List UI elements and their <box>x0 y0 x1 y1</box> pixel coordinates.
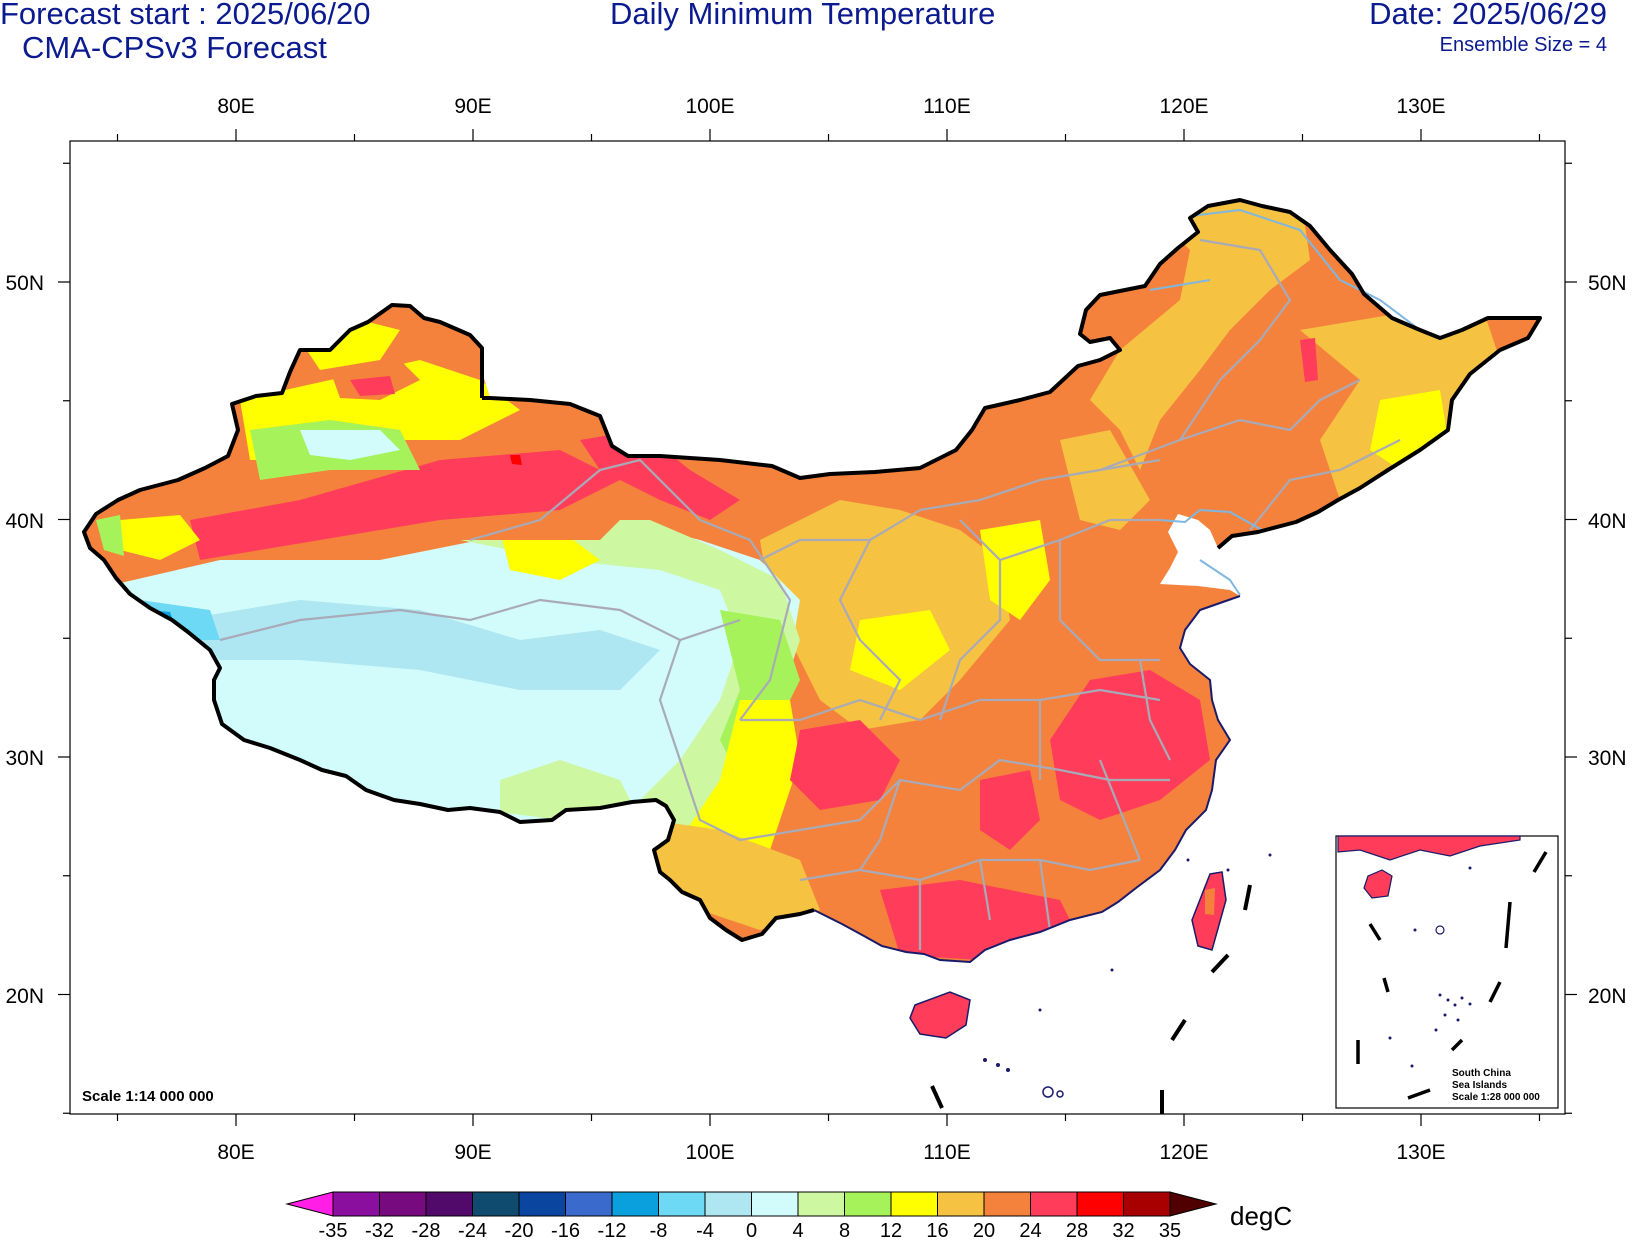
colorbar-swatch <box>379 1191 427 1217</box>
national-border-west <box>82 303 815 942</box>
axis-tick-labels: 80E 80E 90E 90E 100E 100E 110E 110E 120E 120E 130E… <box>5 95 1626 1164</box>
model-name-label: CMA-CPSv3 Forecast <box>22 30 327 65</box>
colorbar-swatch <box>565 1191 613 1217</box>
axis-ticks <box>58 129 1577 1126</box>
map-title: Daily Minimum Temperature <box>610 0 996 31</box>
colorbar-label: 24 <box>1019 1220 1041 1241</box>
lat-label-left: 20N <box>5 985 44 1008</box>
inset-label-line2: Sea Islands <box>1452 1080 1507 1091</box>
colorbar-swatch <box>518 1191 566 1217</box>
colorbar-label: 32 <box>1112 1220 1134 1241</box>
colorbar-label: -24 <box>458 1220 487 1241</box>
lat-label-right: 30N <box>1588 747 1627 770</box>
colorbar-unit: degC <box>1230 1201 1292 1231</box>
colorbar-swatch <box>890 1191 938 1217</box>
colorbar-swatch <box>332 1191 380 1217</box>
colorbar-swatch <box>1123 1191 1171 1217</box>
national-border-north <box>482 198 1542 550</box>
colorbar-label: -4 <box>696 1220 714 1241</box>
colorbar-swatch <box>472 1191 520 1217</box>
province-boundaries <box>219 238 1401 950</box>
inset-label-line1: South China <box>1452 1068 1511 1079</box>
colorbar-label: 8 <box>839 1220 850 1241</box>
coastline-south <box>813 595 1241 964</box>
colorbar-swatch <box>425 1191 473 1217</box>
colorbar-label: -12 <box>598 1220 627 1241</box>
ensemble-size-label: Ensemble Size = 4 <box>1439 34 1607 56</box>
lon-label-bottom: 110E <box>923 1141 971 1164</box>
valid-date-label: Date: 2025/06/29 <box>1369 0 1607 31</box>
lon-label-top: 120E <box>1159 95 1208 118</box>
lat-label-left: 40N <box>5 510 44 533</box>
colorbar-label: 35 <box>1159 1220 1181 1241</box>
rivers-coast <box>1149 208 1421 596</box>
lon-label-top: 100E <box>685 95 734 118</box>
lat-label-left: 30N <box>5 747 44 770</box>
colorbar-label: 20 <box>973 1220 995 1241</box>
lat-label-right: 50N <box>1588 272 1627 295</box>
colorbar-label: -32 <box>365 1220 394 1241</box>
lon-label-bottom: 130E <box>1396 1141 1445 1164</box>
island-dots <box>983 853 1272 1098</box>
colorbar-swatch <box>797 1191 845 1217</box>
colorbar-label: 4 <box>792 1220 803 1241</box>
inset-scale-label: Scale 1:28 000 000 <box>1452 1092 1540 1103</box>
colorbar-swatch <box>704 1191 752 1217</box>
inset-south-china-sea: South China Sea Islands Scale 1:28 000 0… <box>1335 835 1559 1109</box>
map-scale-label: Scale 1:14 000 000 <box>82 1088 214 1105</box>
forecast-start-label: Forecast start : 2025/06/20 <box>0 0 371 31</box>
lon-label-bottom: 120E <box>1159 1141 1208 1164</box>
lon-label-top: 80E <box>217 95 254 118</box>
lon-label-bottom: 100E <box>685 1141 734 1164</box>
colorbar-label: -16 <box>551 1220 580 1241</box>
colorbar: -35 -32 -28 -24 -20 -16 -12 -8 -4 0 4 8 12 16 20 24 28 32… <box>285 1191 1218 1241</box>
lon-label-top: 130E <box>1396 95 1445 118</box>
lat-label-right: 20N <box>1588 985 1627 1008</box>
colorbar-high-arrow <box>1169 1191 1218 1217</box>
nine-dash-line <box>930 884 1252 1114</box>
lon-label-top: 90E <box>454 95 491 118</box>
lat-label-left: 50N <box>5 272 44 295</box>
colorbar-label: 16 <box>926 1220 948 1241</box>
colorbar-swatch <box>1076 1191 1124 1217</box>
colorbar-swatch <box>1030 1191 1078 1217</box>
colorbar-swatch <box>751 1191 799 1217</box>
colorbar-swatch <box>844 1191 892 1217</box>
lat-label-right: 40N <box>1588 510 1627 533</box>
colorbar-label: -28 <box>412 1220 441 1241</box>
colorbar-label: 12 <box>880 1220 902 1241</box>
colorbar-label: -20 <box>505 1220 534 1241</box>
lon-label-bottom: 90E <box>454 1141 491 1164</box>
colorbar-swatch <box>983 1191 1031 1217</box>
hainan-island <box>909 991 971 1039</box>
colorbar-label: -35 <box>319 1220 348 1241</box>
colorbar-label: -8 <box>650 1220 668 1241</box>
lon-label-bottom: 80E <box>217 1141 254 1164</box>
colorbar-low-arrow <box>285 1191 334 1217</box>
colorbar-label: 0 <box>746 1220 757 1241</box>
colorbar-label: 28 <box>1066 1220 1088 1241</box>
colorbar-swatch <box>937 1191 985 1217</box>
colorbar-swatch <box>658 1191 706 1217</box>
colorbar-swatch <box>611 1191 659 1217</box>
lon-label-top: 110E <box>923 95 971 118</box>
